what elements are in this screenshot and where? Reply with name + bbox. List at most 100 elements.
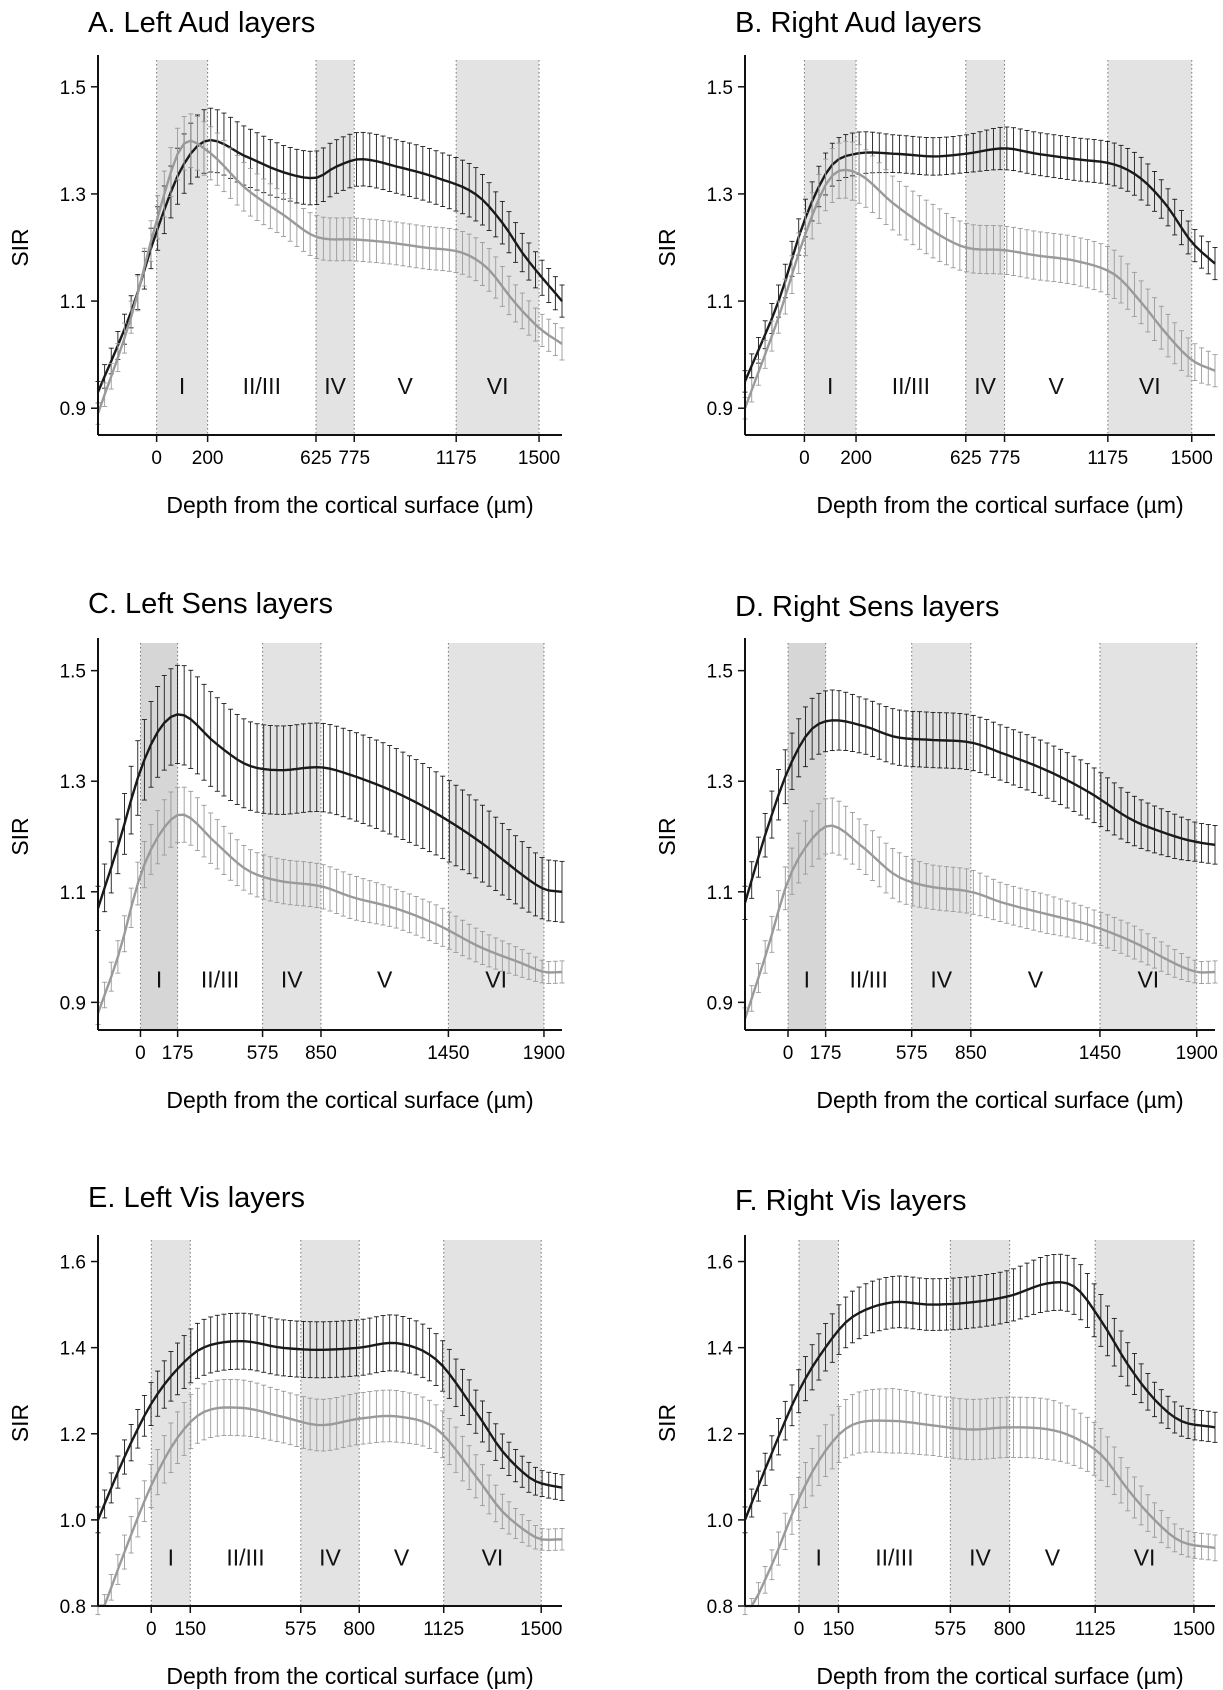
y-tick-label: 1.5 — [60, 662, 86, 683]
layer-label: V — [1045, 1545, 1061, 1571]
x-axis-label: Depth from the cortical surface (µm) — [816, 1087, 1183, 1113]
y-tick-label: 1.5 — [60, 78, 86, 99]
layer-band — [1107, 60, 1192, 435]
layer-label: V — [1028, 966, 1044, 992]
series-light — [95, 786, 565, 1025]
x-tick-label: 775 — [338, 448, 370, 469]
x-tick-label: 575 — [285, 1619, 317, 1640]
x-tick-label: 1500 — [518, 448, 560, 469]
layer-label: I — [168, 1545, 174, 1571]
series-dark — [95, 107, 565, 404]
layer-label: VI — [1137, 966, 1159, 992]
layer-label: IV — [930, 966, 952, 992]
y-tick-label: 0.8 — [60, 1597, 86, 1618]
layer-label: VI — [1134, 1545, 1156, 1571]
x-tick-label: 0 — [146, 1619, 157, 1640]
layer-label: VI — [487, 373, 509, 399]
chart-panel-5: E. Left Vis layers 0.8 1.0 1.2 1.4 1.6 0 150 575… — [7, 1182, 565, 1689]
x-tick-label: 575 — [896, 1043, 928, 1064]
layer-label: I — [179, 373, 185, 399]
layer-label: I — [816, 1545, 822, 1571]
series-light — [742, 797, 1218, 1030]
y-tick-label: 1.2 — [707, 1425, 733, 1446]
series-light — [95, 1378, 565, 1616]
series-light — [95, 113, 565, 425]
y-tick-label: 1.2 — [60, 1425, 86, 1446]
x-tick-label: 625 — [950, 448, 982, 469]
x-tick-label: 175 — [810, 1043, 842, 1064]
y-tick-label: 1.5 — [707, 662, 733, 683]
y-axis-label: SIR — [7, 817, 33, 855]
y-tick-label: 1.5 — [707, 78, 733, 99]
x-tick-label: 775 — [989, 448, 1021, 469]
x-tick-label: 1175 — [436, 448, 477, 469]
y-tick-label: 0.8 — [707, 1597, 733, 1618]
x-tick-label: 200 — [192, 448, 224, 469]
x-tick-label: 800 — [343, 1619, 375, 1640]
layer-band — [262, 643, 321, 1030]
layer-label: VI — [1139, 373, 1161, 399]
series-light — [742, 140, 1218, 420]
layer-label: IV — [969, 1545, 991, 1571]
chart-panel-1: A. Left Aud layers 0.9 1.1 1.3 1.5 0 200 625 775… — [7, 7, 565, 518]
chart-title: E. Left Vis layers — [88, 1182, 305, 1214]
x-tick-label: 1125 — [423, 1619, 464, 1640]
y-tick-label: 1.1 — [60, 883, 86, 904]
layer-band — [156, 60, 208, 435]
series-dark — [742, 689, 1218, 920]
series-line — [743, 824, 1216, 1020]
y-tick-label: 1.1 — [707, 883, 733, 904]
layer-label: IV — [319, 1545, 341, 1571]
layer-label: IV — [281, 966, 303, 992]
y-axis-label: SIR — [654, 1404, 680, 1442]
x-tick-label: 850 — [305, 1043, 337, 1064]
x-tick-label: 0 — [794, 1619, 805, 1640]
x-tick-label: 0 — [135, 1043, 146, 1064]
chart-title: D. Right Sens layers — [735, 591, 999, 623]
layer-band — [315, 60, 355, 435]
x-tick-label: 1900 — [523, 1043, 565, 1064]
y-tick-label: 0.9 — [60, 993, 86, 1014]
series-line — [743, 719, 1216, 904]
layer-label: II/III — [226, 1545, 264, 1571]
layer-label: VI — [482, 1545, 504, 1571]
y-tick-label: 1.3 — [60, 185, 86, 206]
x-tick-label: 175 — [162, 1043, 194, 1064]
x-tick-label: 850 — [955, 1043, 987, 1064]
layer-label: IV — [324, 373, 346, 399]
layer-band — [788, 643, 826, 1030]
series-light — [742, 1388, 1218, 1616]
x-tick-label: 0 — [783, 1043, 794, 1064]
layer-label: V — [398, 373, 414, 399]
x-tick-label: 0 — [151, 448, 162, 469]
series-line — [745, 1419, 1216, 1608]
series-line — [97, 1406, 563, 1608]
x-tick-label: 1450 — [427, 1043, 469, 1064]
x-tick-label: 625 — [300, 448, 332, 469]
layer-label: II/III — [875, 1545, 913, 1571]
x-tick-label: 1500 — [1173, 1619, 1215, 1640]
x-tick-label: 150 — [174, 1619, 206, 1640]
chart-title: B. Right Aud layers — [735, 7, 982, 39]
y-tick-label: 1.0 — [60, 1511, 86, 1532]
series-line — [743, 168, 1216, 409]
layer-label: II/III — [243, 373, 281, 399]
layer-band — [443, 1240, 542, 1606]
x-tick-label: 1900 — [1176, 1043, 1218, 1064]
x-tick-label: 0 — [799, 448, 810, 469]
x-tick-label: 800 — [994, 1619, 1026, 1640]
series-dark — [95, 664, 565, 931]
chart-title: C. Left Sens layers — [88, 588, 333, 620]
y-tick-label: 0.9 — [707, 399, 733, 420]
x-axis-label: Depth from the cortical surface (µm) — [816, 1663, 1183, 1689]
x-axis-label: Depth from the cortical surface (µm) — [166, 492, 533, 518]
x-tick-label: 575 — [935, 1619, 967, 1640]
x-tick-label: 1175 — [1087, 448, 1128, 469]
x-tick-label: 1125 — [1075, 1619, 1116, 1640]
y-tick-label: 1.3 — [707, 772, 733, 793]
layer-label: II/III — [850, 966, 888, 992]
x-axis-label: Depth from the cortical surface (µm) — [816, 492, 1183, 518]
series-line — [96, 713, 563, 909]
y-axis-label: SIR — [7, 1404, 33, 1442]
